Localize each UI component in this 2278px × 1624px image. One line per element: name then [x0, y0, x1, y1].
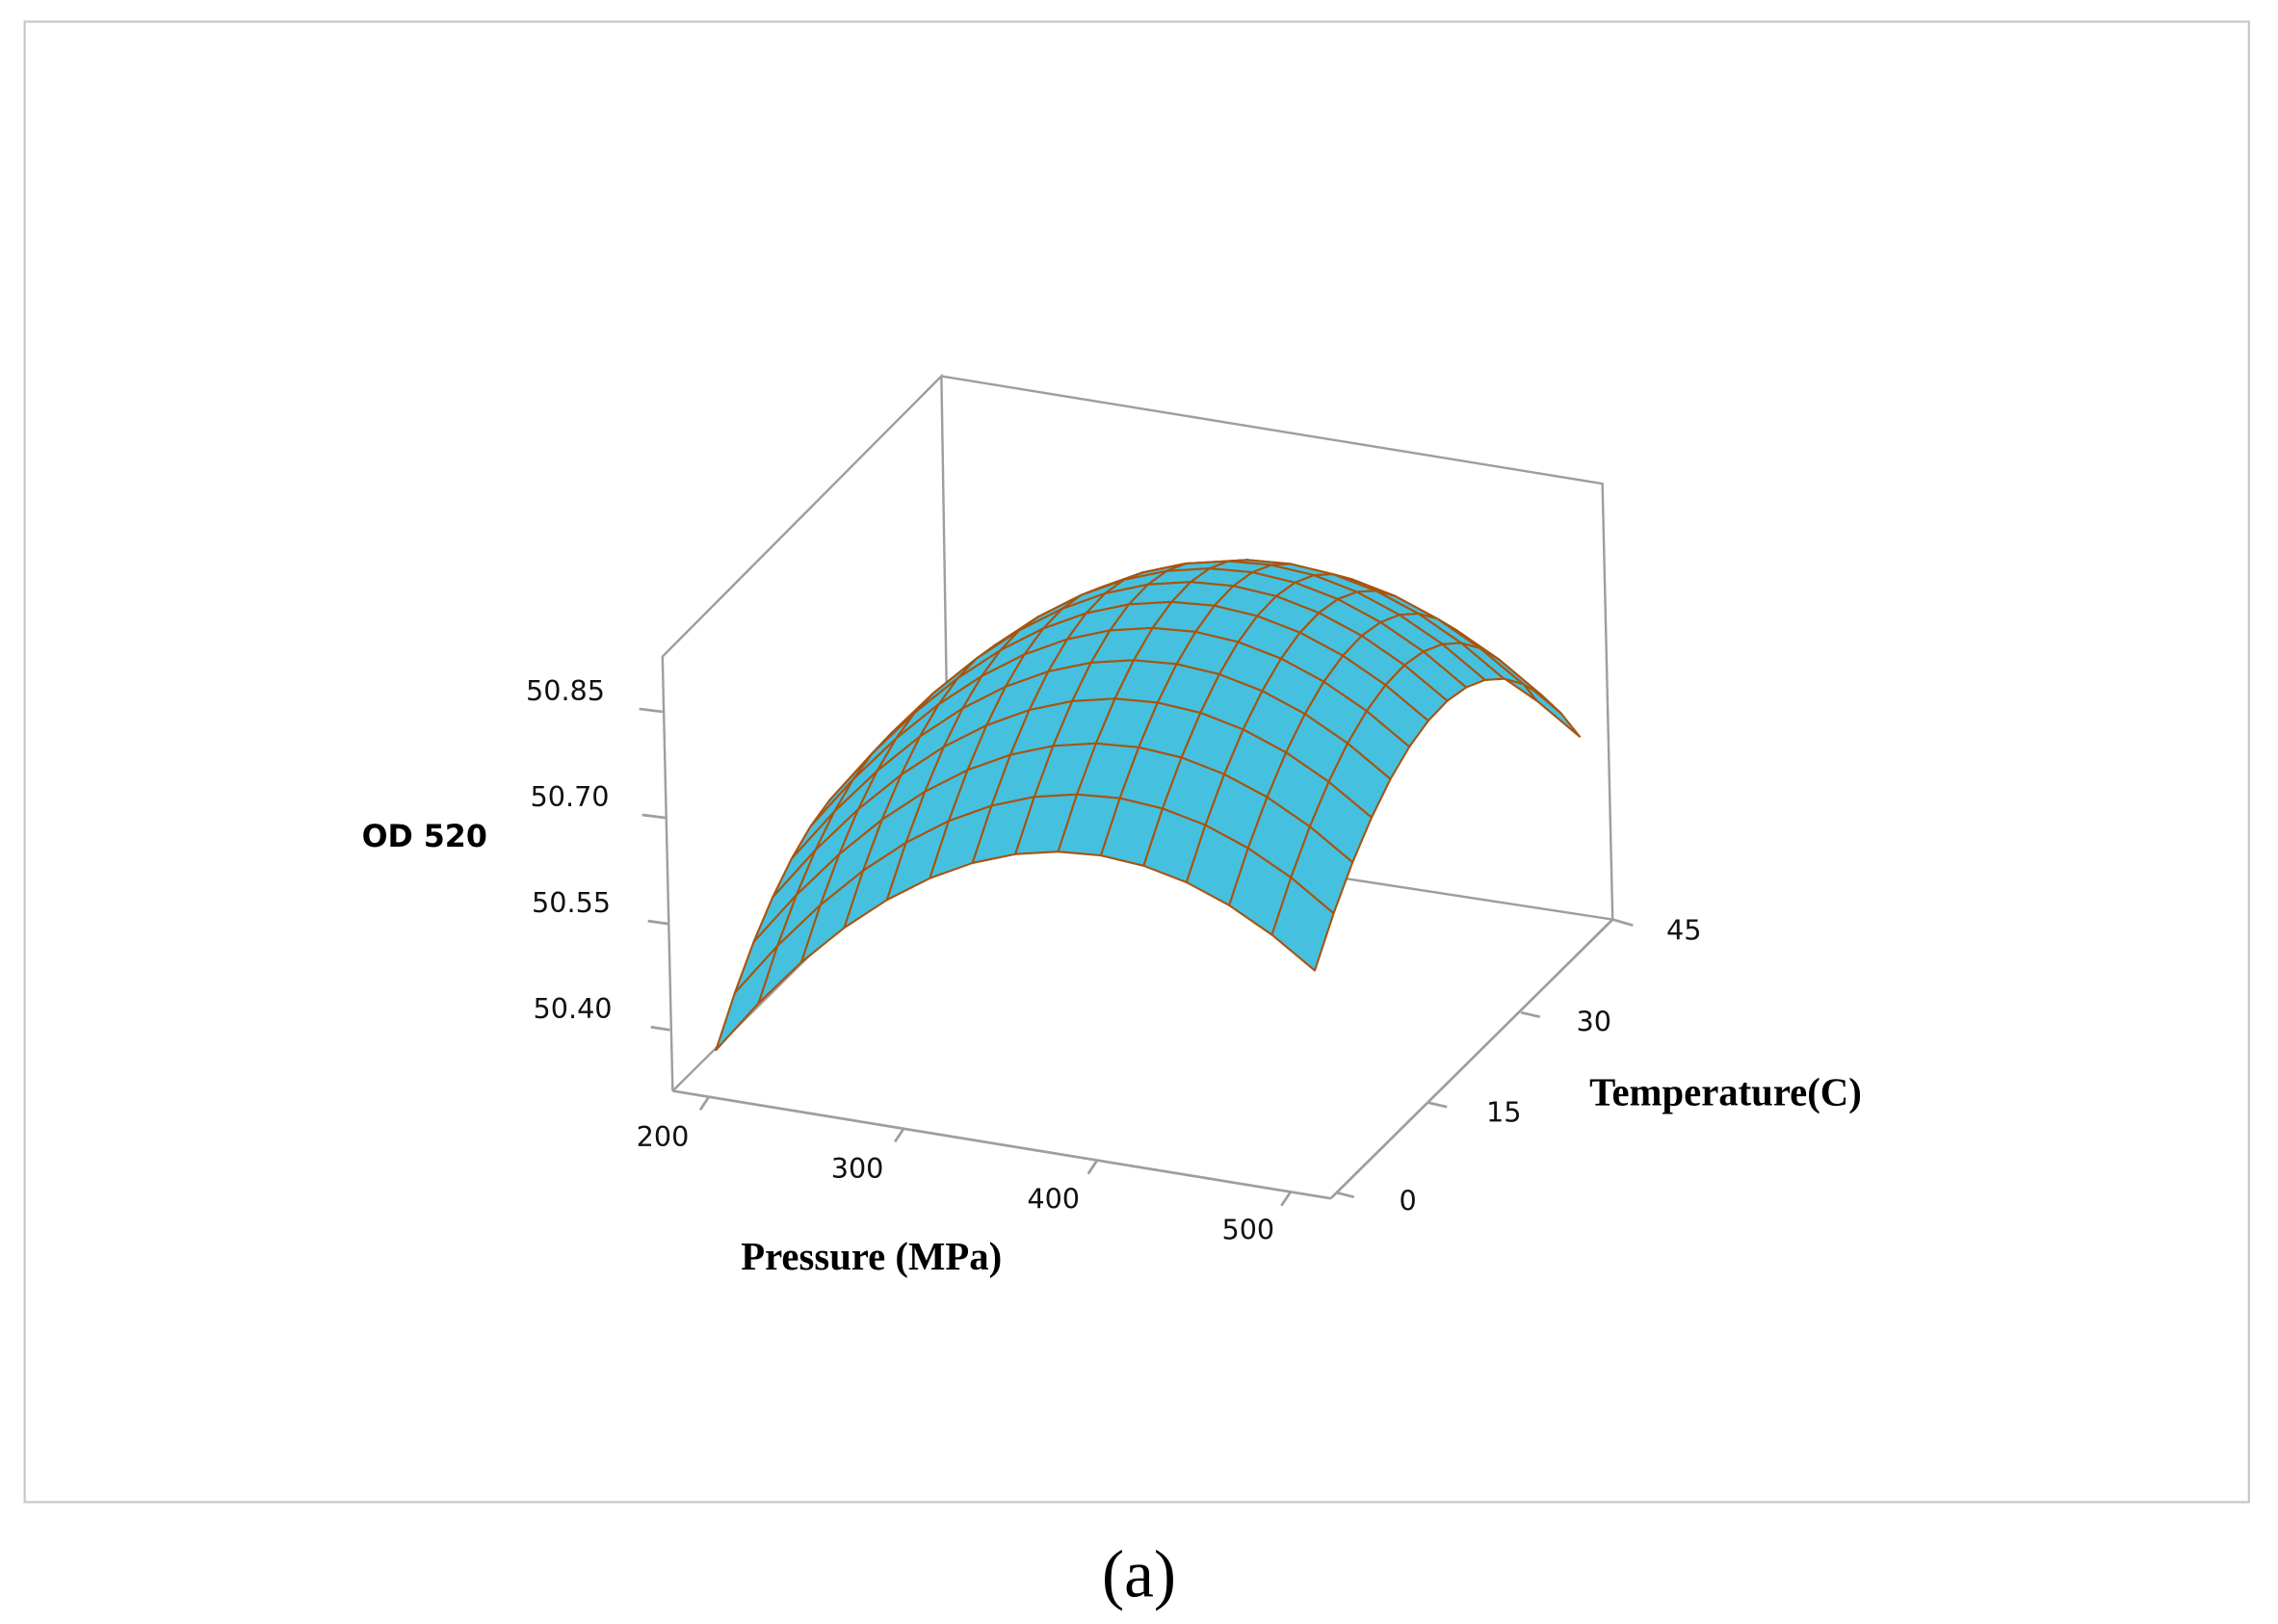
front-axes [639, 707, 1634, 1207]
figure-caption: (a) [1102, 1537, 1176, 1611]
y-tick-label: 0 [1399, 1184, 1416, 1217]
x-tick-label: 300 [831, 1152, 884, 1185]
y-tick-label: 15 [1486, 1095, 1521, 1128]
pressure-axis-line [672, 1089, 1331, 1200]
x-axis-title: Pressure (MPa) [741, 1235, 1002, 1278]
z-tick-label: 50.55 [532, 886, 611, 919]
z-axis-title: OD 520 [362, 820, 487, 854]
z-tick-label: 50.85 [526, 674, 605, 707]
left-wall-edge [661, 373, 951, 1091]
surface-cell [1270, 876, 1335, 972]
y-axis-title: Temperature(C) [1589, 1071, 1862, 1114]
back-wall-edge [941, 375, 1614, 920]
x-tick-label: 500 [1221, 1213, 1274, 1245]
temperature-axis-line [1329, 918, 1614, 1200]
y-tick-label: 30 [1576, 1006, 1610, 1038]
response-surface [715, 559, 1582, 1052]
x-tick-label: 200 [637, 1120, 690, 1153]
x-tick-label: 400 [1027, 1183, 1080, 1216]
z-tick-label: 50.40 [534, 992, 613, 1025]
y-tick-label: 45 [1666, 914, 1701, 947]
z-tick-label: 50.70 [531, 780, 610, 813]
